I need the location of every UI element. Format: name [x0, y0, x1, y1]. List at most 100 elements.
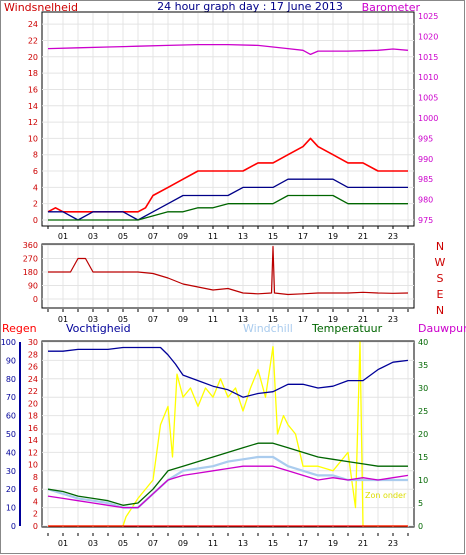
- rain-tick-label: 30: [28, 338, 38, 347]
- temperature-tick-label: 15: [418, 453, 428, 462]
- x-tick-label: 19: [328, 539, 338, 548]
- x-tick-label: 23: [388, 315, 398, 324]
- x-tick-label: 07: [148, 539, 158, 548]
- x-tick-label: 21: [358, 539, 368, 548]
- rain-tick-label: 6: [33, 485, 38, 494]
- x-tick-label: 15: [268, 315, 278, 324]
- rain-tick-label: 14: [28, 436, 38, 445]
- wind-direction-tick-label: 180: [23, 268, 38, 277]
- series-line-wind-direction: [48, 245, 409, 296]
- x-tick-label: 13: [238, 232, 248, 241]
- barometer-tick-label: 995: [418, 134, 433, 143]
- series-line-temperatuur: [47, 442, 408, 506]
- wind-speed-tick-label: 14: [28, 102, 38, 111]
- barometer-tick-label: 1010: [418, 73, 438, 82]
- humidity-tick-label: 10: [6, 504, 16, 513]
- rain-tick-label: 8: [33, 473, 38, 482]
- temperature-tick-label: 40: [418, 338, 428, 347]
- rain-tick-label: 10: [28, 461, 38, 470]
- x-tick-label: 09: [178, 315, 188, 324]
- wind-speed-tick-label: 10: [28, 134, 38, 143]
- x-tick-label: 01: [58, 315, 68, 324]
- humidity-tick-label: 80: [6, 375, 16, 384]
- x-tick-label: 03: [88, 232, 98, 241]
- wind-speed-tick-label: 4: [33, 183, 38, 192]
- temperature-tick-label: 30: [418, 384, 428, 393]
- wind-direction-tick-label: 270: [23, 255, 38, 264]
- series-line-laagste: [48, 194, 408, 221]
- x-tick-label: 15: [268, 232, 278, 241]
- humidity-tick-label: 90: [6, 356, 16, 365]
- rain-tick-label: 26: [28, 363, 38, 372]
- wind-speed-tick-label: 6: [33, 167, 38, 176]
- series-line-zon: [48, 341, 408, 527]
- wind-speed-tick-label: 24: [28, 20, 38, 29]
- wind-speed-plot: 0246810121416182022249759809859909951000…: [28, 12, 439, 241]
- rain-label: Regen: [2, 322, 37, 335]
- humidity-tick-label: 20: [6, 485, 16, 494]
- barometer-tick-label: 1005: [418, 94, 438, 103]
- x-tick-label: 07: [148, 315, 158, 324]
- wind-direction-tick-label: 90: [28, 282, 38, 291]
- x-tick-label: 11: [208, 315, 218, 324]
- series-line-barometer: [47, 43, 409, 56]
- rain-tick-label: 0: [33, 522, 38, 531]
- wind-speed-tick-label: 20: [28, 53, 38, 62]
- x-tick-label: 03: [88, 315, 98, 324]
- x-tick-label: 05: [118, 232, 128, 241]
- windchill-label: Windchill: [243, 322, 293, 335]
- barometer-tick-label: 985: [418, 175, 433, 184]
- x-tick-label: 21: [358, 315, 368, 324]
- temperature-plot: 0102030405060708090100024681012141618202…: [1, 338, 428, 548]
- rain-tick-label: 12: [28, 448, 38, 457]
- sunset-label: Zon onder: [365, 491, 407, 500]
- x-tick-label: 13: [238, 315, 248, 324]
- compass-label: N: [436, 240, 444, 253]
- series-line-gemiddeld: [48, 178, 408, 221]
- rain-tick-label: 2: [33, 510, 38, 519]
- wind-speed-tick-label: 22: [28, 36, 38, 45]
- x-tick-label: 11: [208, 539, 218, 548]
- x-tick-label: 17: [298, 315, 308, 324]
- humidity-tick-label: 30: [6, 467, 16, 476]
- rain-tick-label: 18: [28, 412, 38, 421]
- x-tick-label: 17: [298, 539, 308, 548]
- x-tick-label: 03: [88, 539, 98, 548]
- wind-direction-tick-label: 360: [23, 241, 38, 250]
- barometer-tick-label: 1000: [418, 114, 438, 123]
- temperature-tick-label: 20: [418, 430, 428, 439]
- x-tick-label: 13: [238, 539, 248, 548]
- temperature-tick-label: 25: [418, 407, 428, 416]
- chart-title: 24 hour graph day : 17 June 2013: [157, 0, 343, 13]
- temperature-tick-label: 10: [418, 476, 428, 485]
- humidity-tick-label: 0: [11, 522, 16, 531]
- humidity-label: Vochtigheid: [66, 322, 131, 335]
- x-tick-label: 23: [388, 539, 398, 548]
- compass-label: N: [436, 304, 444, 317]
- humidity-tick-label: 60: [6, 412, 16, 421]
- wind-direction-tick-label: 0: [33, 295, 38, 304]
- barometer-tick-label: 1015: [418, 53, 438, 62]
- humidity-tick-label: 70: [6, 393, 16, 402]
- x-tick-label: 01: [58, 539, 68, 548]
- x-tick-label: 07: [148, 232, 158, 241]
- rain-tick-label: 28: [28, 350, 38, 359]
- barometer-tick-label: 975: [418, 216, 433, 225]
- dewpoint-label: Dauwpunt: [418, 322, 466, 335]
- x-tick-label: 05: [118, 315, 128, 324]
- x-tick-label: 21: [358, 232, 368, 241]
- temperature-tick-label: 35: [418, 361, 428, 370]
- compass-label: W: [435, 256, 446, 269]
- rain-tick-label: 20: [28, 399, 38, 408]
- wind-speed-tick-label: 2: [33, 200, 38, 209]
- x-tick-label: 17: [298, 232, 308, 241]
- temperature-tick-label: 5: [418, 499, 423, 508]
- barometer-tick-label: 980: [418, 196, 433, 205]
- rain-tick-label: 4: [33, 497, 38, 506]
- temperature-tick-label: 0: [418, 522, 423, 531]
- rain-tick-label: 16: [28, 424, 38, 433]
- series-line-vochtigheid: [48, 346, 409, 398]
- barometer-label: Barometer: [362, 1, 421, 14]
- rain-tick-label: 22: [28, 387, 38, 396]
